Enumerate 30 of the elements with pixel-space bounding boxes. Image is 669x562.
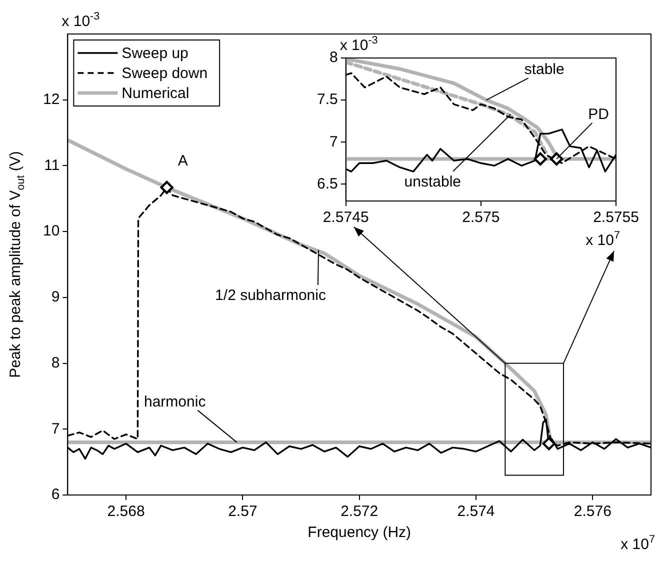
x-tick-label: 2.5755	[593, 209, 639, 226]
legend-label: Sweep down	[122, 65, 208, 82]
x-tick-label: 2.572	[340, 503, 378, 520]
y-tick-label: 11	[44, 156, 60, 174]
annotation: A	[178, 152, 188, 170]
y-tick-label: 7	[51, 420, 60, 438]
y-axis-title: Peak to peak amplitude of Vout (V)	[7, 151, 27, 378]
x-tick-label: 2.568	[107, 503, 145, 520]
y-tick-label: 7.5	[316, 91, 338, 108]
y-tick-label: 6.5	[316, 175, 338, 192]
x-tick-label: 2.576	[574, 503, 612, 520]
y-tick-label: 10	[42, 222, 60, 240]
legend-label: Sweep up	[122, 45, 188, 62]
y-tick-label: 8	[51, 354, 60, 372]
annotation: PD	[588, 106, 610, 123]
x-tick-label: 2.574	[457, 503, 495, 520]
annotation: unstable	[404, 173, 462, 190]
y-tick-label: 8	[330, 49, 338, 66]
y-tick-label: 7	[330, 133, 338, 150]
annotation: 1/2 subharmonic	[215, 287, 326, 304]
y-tick-label: 9	[51, 288, 60, 306]
x-tick-label: 2.57	[228, 503, 258, 520]
annotation: stable	[524, 61, 564, 78]
annotation: harmonic	[144, 393, 206, 410]
y-tick-label: 12	[42, 91, 60, 108]
x-tick-label: 2.5745	[322, 209, 369, 226]
y-tick-label: 6	[51, 486, 60, 504]
legend-label: Numerical	[122, 85, 190, 102]
x-axis-title: Frequency (Hz)	[308, 524, 412, 541]
x-tick-label: 2.575	[462, 209, 500, 226]
